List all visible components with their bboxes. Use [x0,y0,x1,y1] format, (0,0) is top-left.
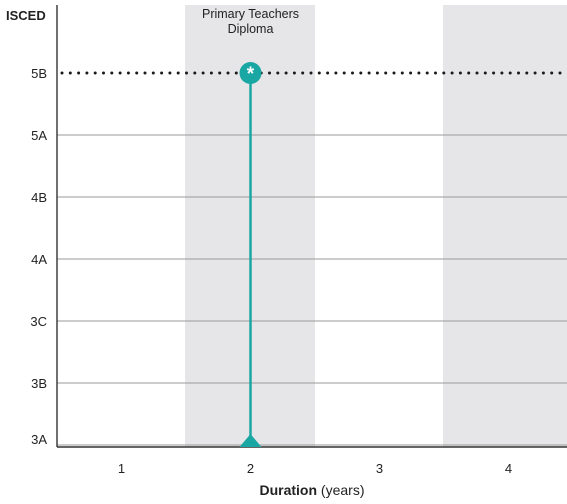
series-start-marker-0 [239,434,262,447]
series-marks: * Primary Teachers Diploma [202,7,299,447]
x-axis-label-bold: Duration [259,482,317,498]
shaded-column-4 [443,5,567,447]
y-tick-3B: 3B [31,376,47,391]
series-label-line-2: Diploma [228,22,274,36]
x-tick-4: 4 [505,461,512,476]
x-tick-2: 2 [247,461,254,476]
y-axis-label: ISCED [6,8,46,23]
x-axis-label: Duration (years) [259,482,364,498]
x-tick-labels: 1 2 3 4 [118,461,512,476]
series-label-line-1: Primary Teachers [202,7,299,21]
series-end-marker-0 [239,62,262,84]
grid-lines [57,134,567,446]
y-tick-5A: 5A [31,128,47,143]
y-tick-labels: 3A 3B 3C 4A 4B 5A 5B [30,66,47,447]
y-tick-5B: 5B [31,66,47,81]
y-tick-4B: 4B [31,190,47,205]
x-tick-3: 3 [376,461,383,476]
y-tick-4A: 4A [31,252,47,267]
series-label-0: Primary Teachers Diploma [202,7,299,36]
y-tick-3C: 3C [30,314,47,329]
y-tick-3A: 3A [31,432,47,447]
series-end-symbol-0: * [247,64,255,85]
x-tick-1: 1 [118,461,125,476]
x-axis-label-rest: (years) [317,482,364,498]
